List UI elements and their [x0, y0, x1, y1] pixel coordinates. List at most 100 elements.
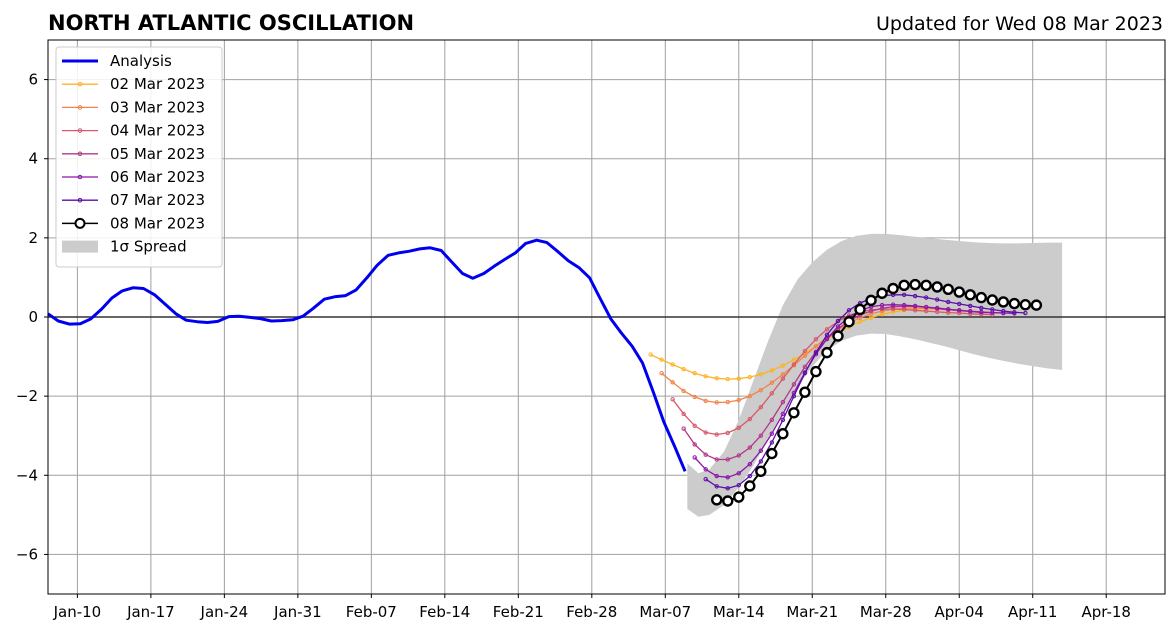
point-2-13: [813, 336, 819, 342]
y-axis: −6 −4 −2 0 2 4 6: [16, 71, 48, 563]
ytick-label-0: −6: [16, 545, 38, 563]
point-4-7: [769, 431, 775, 436]
point-6-22: [953, 286, 965, 298]
point-4-6: [758, 448, 764, 453]
legend-marker-4: [77, 151, 83, 157]
legend-label-1: 02 Mar 2023: [110, 75, 205, 93]
point-4-26: [979, 310, 984, 315]
point-5-18: [901, 292, 907, 298]
xtick-label-13: Apr-11: [1008, 603, 1058, 621]
point-3-1: [692, 442, 697, 447]
legend-label-3: 04 Mar 2023: [110, 122, 205, 140]
point-5-13: [846, 308, 852, 313]
point-3-7: [758, 433, 764, 438]
point-5-24: [968, 303, 973, 309]
point-4-21: [923, 304, 929, 310]
chart-title: NORTH ATLANTIC OSCILLATION: [48, 11, 414, 35]
xtick-label-1: Jan-17: [126, 603, 175, 621]
point-5-28: [1012, 310, 1017, 315]
point-1-9: [758, 388, 764, 393]
legend-marker-7: [74, 217, 86, 229]
ytick-label-4: 2: [28, 229, 38, 247]
point-0-8: [736, 376, 741, 381]
point-5-8: [791, 393, 797, 399]
point-6-1: [722, 495, 734, 507]
point-2-8: [758, 405, 764, 410]
point-0-10: [758, 372, 764, 377]
point-1-6: [725, 399, 730, 405]
point-1-0: [659, 370, 664, 376]
point-1-4: [703, 398, 708, 404]
point-3-3: [714, 457, 719, 462]
point-3-9: [780, 399, 786, 405]
xtick-label-4: Feb-07: [346, 603, 397, 621]
point-1-3: [692, 394, 697, 400]
point-5-20: [923, 295, 929, 300]
point-6-21: [942, 283, 954, 295]
point-6-12: [843, 316, 855, 328]
point-0-4: [692, 370, 697, 376]
point-6-0: [711, 494, 723, 506]
ytick-label-1: −4: [16, 466, 38, 484]
point-0-5: [703, 374, 708, 379]
point-6-29: [1030, 299, 1043, 311]
point-6-23: [964, 289, 976, 301]
point-3-17: [868, 308, 874, 314]
point-6-3: [744, 480, 756, 492]
point-4-8: [780, 411, 786, 417]
point-2-23: [923, 308, 929, 314]
point-6-2: [733, 491, 745, 503]
point-4-17: [879, 302, 885, 308]
legend-swatch-8: [62, 240, 98, 253]
series-layer: [47, 238, 1043, 507]
point-6-15: [876, 287, 888, 299]
point-5-0: [703, 477, 708, 482]
point-4-13: [835, 324, 841, 329]
point-6-9: [810, 365, 822, 378]
point-0-7: [725, 376, 730, 382]
point-4-2: [714, 473, 719, 479]
point-5-6: [769, 440, 775, 445]
legend-marker-1: [77, 81, 83, 87]
legend-label-2: 03 Mar 2023: [110, 98, 205, 116]
point-2-20: [890, 306, 896, 312]
xtick-label-2: Jan-24: [200, 603, 249, 621]
point-4-0: [692, 455, 697, 460]
point-3-5: [736, 453, 741, 458]
point-2-1: [681, 411, 686, 417]
point-0-22: [890, 309, 896, 315]
point-5-2: [725, 486, 730, 491]
point-4-3: [725, 475, 730, 480]
xtick-label-8: Mar-07: [639, 603, 691, 621]
xtick-label-7: Feb-28: [566, 603, 617, 621]
point-0-11: [769, 368, 775, 373]
point-6-6: [777, 428, 789, 440]
point-6-16: [887, 282, 899, 295]
xtick-label-3: Jan-31: [273, 603, 322, 621]
point-2-4: [714, 432, 719, 437]
point-2-10: [780, 376, 786, 381]
analysis-line: [47, 238, 687, 472]
point-0-19: [857, 319, 863, 324]
point-1-14: [813, 344, 819, 349]
point-3-11: [802, 364, 808, 370]
point-6-27: [1008, 297, 1021, 310]
legend-marker-5: [77, 174, 83, 180]
point-1-8: [747, 393, 752, 399]
point-6-20: [931, 281, 943, 293]
point-5-5: [758, 459, 764, 464]
point-6-28: [1019, 299, 1032, 311]
point-5-21: [934, 297, 940, 302]
point-6-17: [898, 279, 910, 292]
series-4: [692, 302, 1017, 480]
point-4-22: [934, 306, 940, 311]
point-6-25: [986, 294, 999, 306]
point-2-7: [747, 416, 752, 422]
point-2-2: [692, 423, 697, 429]
point-3-2: [703, 452, 708, 457]
point-1-5: [714, 400, 719, 405]
point-0-0: [648, 352, 653, 357]
point-0-13: [791, 357, 797, 362]
point-5-9: [802, 370, 808, 376]
